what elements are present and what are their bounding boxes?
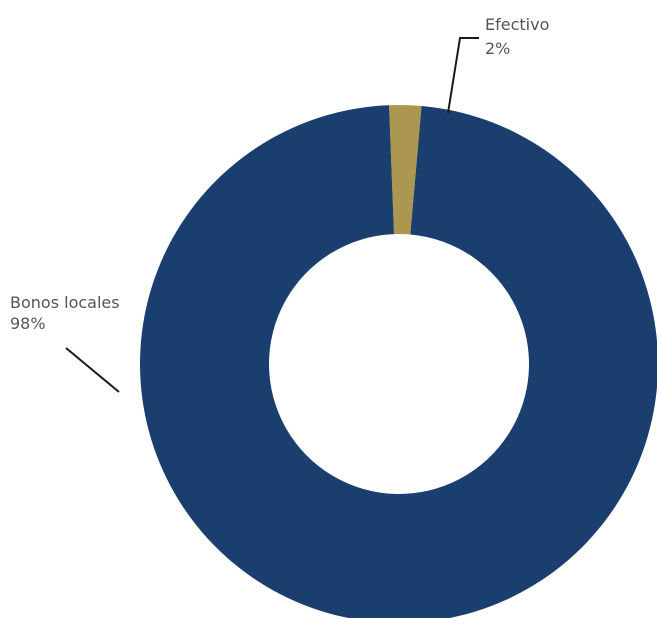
slices-group	[140, 105, 657, 618]
slice-value-bonos-locales: 98%	[10, 314, 46, 333]
slice-label-efectivo: Efectivo	[485, 15, 549, 34]
label-group-bonos-locales: Bonos locales 98%	[10, 293, 120, 393]
leader-line-bonos-locales	[65, 347, 120, 393]
leader-line-efectivo	[447, 37, 479, 114]
slice-bonos-locales	[140, 105, 657, 618]
slice-value-efectivo: 2%	[485, 39, 510, 58]
slice-label-bonos-locales: Bonos locales	[10, 293, 120, 312]
label-group-efectivo: Efectivo 2%	[447, 15, 549, 114]
slice-efectivo	[389, 105, 422, 235]
